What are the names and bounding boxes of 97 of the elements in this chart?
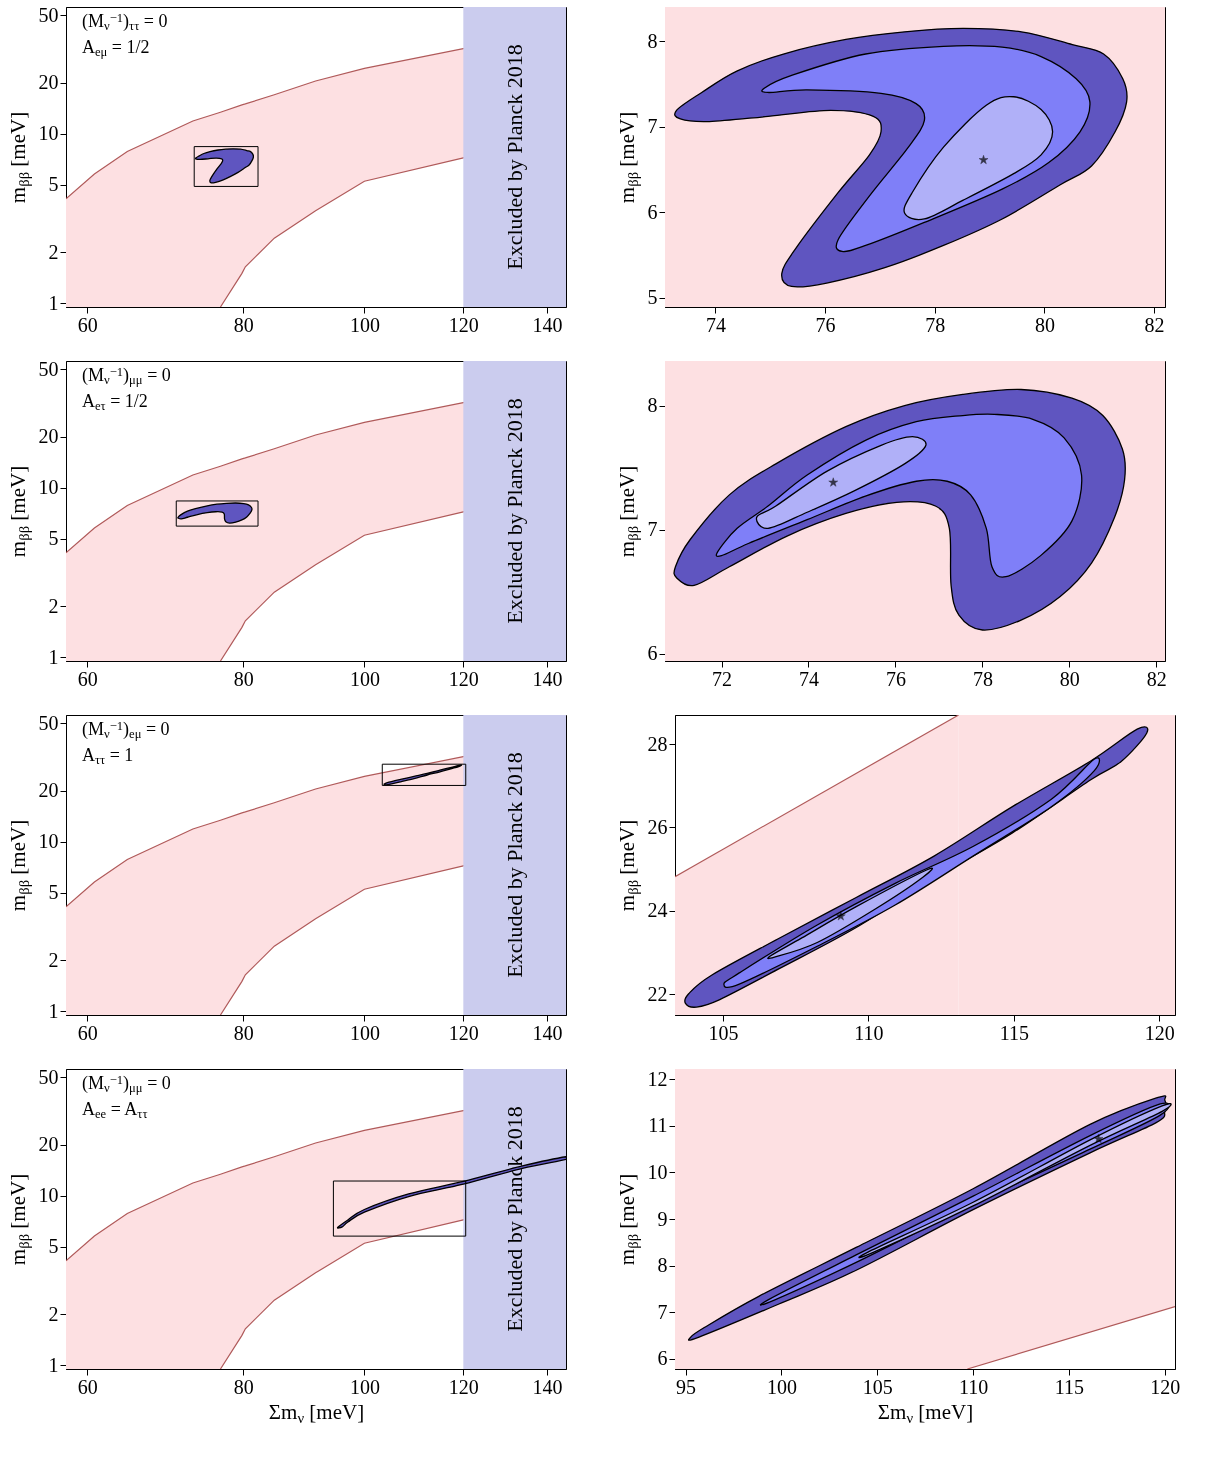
x-tick-label: 120 [1150, 1375, 1181, 1398]
x-tick-label: 80 [1059, 667, 1080, 690]
x-tick-label: 120 [448, 1375, 479, 1398]
y-tick-label: 2 [48, 1302, 59, 1325]
y-tick-label: 11 [648, 1114, 668, 1137]
x-tick-label: 60 [77, 1021, 98, 1044]
x-tick-label: 110 [958, 1375, 989, 1398]
annotation: A$_{eτ}$ = 1/2 [82, 391, 148, 414]
x-tick-label: 82 [1146, 667, 1167, 690]
y-tick-label: 5 [48, 173, 59, 196]
y-tick-label: 8 [657, 1254, 668, 1277]
y-tick-label: 50 [38, 3, 59, 26]
y-tick-label: 8 [647, 394, 658, 417]
y-tick-label: 5 [48, 881, 59, 904]
x-tick-label: 140 [532, 1021, 563, 1044]
y-tick-label: 7 [657, 1300, 668, 1323]
x-tick-label: 60 [77, 1375, 98, 1398]
x-tick-label: 100 [349, 1375, 380, 1398]
x-axis-title: Σm$_{ν}$ [meV] [268, 1399, 365, 1426]
x-tick-label: 100 [766, 1375, 797, 1398]
y-tick-label: 2 [48, 240, 59, 263]
x-tick-label: 120 [448, 313, 479, 336]
x-tick-label: 105 [708, 1021, 739, 1044]
y-tick-label: 1 [48, 1353, 59, 1376]
y-tick-label: 20 [38, 425, 59, 448]
y-tick-label: 50 [38, 1065, 59, 1088]
x-tick-label: 76 [885, 667, 906, 690]
y-tick-label: 10 [38, 476, 59, 499]
y-tick-label: 2 [48, 594, 59, 617]
x-tick-label: 105 [862, 1375, 893, 1398]
y-tick-label: 22 [647, 982, 668, 1005]
x-tick-label: 100 [349, 667, 380, 690]
y-tick-label: 7 [647, 518, 658, 541]
y-tick-label: 24 [647, 899, 668, 922]
y-tick-label: 1 [48, 645, 59, 668]
x-tick-label: 72 [712, 667, 733, 690]
y-tick-label: 6 [657, 1347, 668, 1370]
y-tick-label: 10 [38, 1184, 59, 1207]
x-tick-label: 80 [233, 313, 254, 336]
x-tick-label: 115 [999, 1021, 1029, 1044]
x-tick-label: 120 [448, 1021, 479, 1044]
x-tick-label: 80 [233, 667, 254, 690]
y-tick-label: 9 [657, 1207, 668, 1230]
annotation: (M$_{ν}$$^{−1}$)$_{μμ}$ = 0 [82, 364, 171, 388]
y-tick-label: 10 [38, 830, 59, 853]
x-tick-label: 82 [1144, 313, 1165, 336]
x-tick-label: 140 [532, 667, 563, 690]
annotation: A$_{ee}$ = A$_{ττ}$ [82, 1099, 148, 1122]
y-tick-label: 5 [647, 286, 658, 309]
x-tick-label: 80 [233, 1021, 254, 1044]
x-tick-label: 95 [676, 1375, 697, 1398]
y-tick-label: 10 [647, 1160, 668, 1183]
x-tick-label: 76 [815, 313, 836, 336]
y-tick-label: 10 [38, 122, 59, 145]
y-tick-label: 6 [647, 642, 658, 665]
y-tick-label: 8 [647, 29, 658, 52]
band-label: Excluded by Planck 2018 [501, 398, 527, 624]
y-tick-label: 28 [647, 732, 668, 755]
x-tick-label: 120 [1144, 1021, 1175, 1044]
y-tick-label: 1 [48, 999, 59, 1022]
x-tick-label: 74 [798, 667, 819, 690]
x-tick-label: 80 [1034, 313, 1055, 336]
annotation: (M$_{ν}$$^{−1}$)$_{ττ}$ = 0 [82, 10, 168, 34]
y-tick-label: 7 [647, 115, 658, 138]
x-tick-label: 60 [77, 667, 98, 690]
x-tick-label: 120 [448, 667, 479, 690]
annotation: A$_{ττ}$ = 1 [82, 745, 134, 768]
y-tick-label: 50 [38, 711, 59, 734]
x-tick-label: 110 [854, 1021, 884, 1044]
y-tick-label: 2 [48, 948, 59, 971]
y-tick-label: 5 [48, 527, 59, 550]
x-tick-label: 100 [349, 313, 380, 336]
x-tick-label: 100 [349, 1021, 380, 1044]
y-tick-label: 20 [38, 779, 59, 802]
x-tick-label: 115 [1054, 1375, 1085, 1398]
y-tick-label: 50 [38, 357, 59, 380]
y-tick-label: 6 [647, 200, 658, 223]
x-tick-label: 60 [77, 313, 98, 336]
band-label: Excluded by Planck 2018 [501, 44, 527, 270]
y-tick-label: 5 [48, 1235, 59, 1258]
x-tick-label: 80 [233, 1375, 254, 1398]
band-label: Excluded by Planck 2018 [501, 752, 527, 978]
y-tick-label: 20 [38, 1133, 59, 1156]
band-label: Excluded by Planck 2018 [501, 1106, 527, 1332]
y-tick-label: 1 [48, 291, 59, 314]
annotation: (M$_{ν}$$^{−1}$)$_{eμ}$ = 0 [82, 718, 170, 742]
y-tick-label: 12 [647, 1067, 668, 1090]
x-tick-label: 140 [532, 313, 563, 336]
annotation: A$_{eμ}$ = 1/2 [82, 37, 150, 60]
x-tick-label: 78 [972, 667, 993, 690]
y-tick-label: 20 [38, 71, 59, 94]
x-tick-label: 78 [925, 313, 946, 336]
y-tick-label: 26 [647, 816, 668, 838]
annotation: (M$_{ν}$$^{−1}$)$_{μμ}$ = 0 [82, 1072, 171, 1096]
x-axis-title: Σm$_{ν}$ [meV] [877, 1399, 974, 1426]
x-tick-label: 140 [532, 1375, 563, 1398]
x-tick-label: 74 [705, 313, 726, 336]
